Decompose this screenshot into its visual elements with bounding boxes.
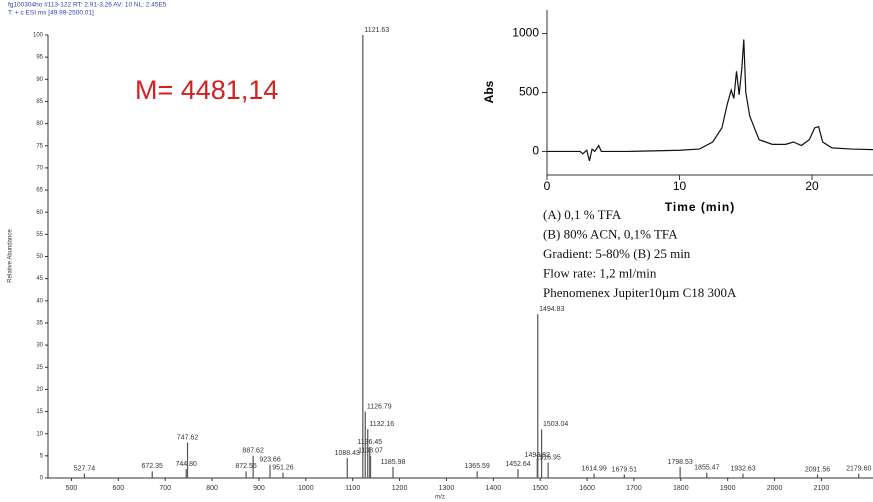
x-tick-label: 1800 bbox=[673, 485, 689, 492]
y-tick-label: 100 bbox=[33, 33, 44, 39]
y-tick-label: 40 bbox=[36, 298, 43, 304]
y-tick-label: 60 bbox=[36, 210, 43, 216]
peak-label: 951.26 bbox=[272, 465, 294, 472]
peak-label: 1679.51 bbox=[612, 466, 637, 473]
y-axis-label: Relative Abundance bbox=[8, 229, 14, 283]
x-tick-label: 1100 bbox=[345, 485, 360, 492]
y-tick-label: 65 bbox=[36, 188, 43, 194]
y-axis-label: Abs bbox=[482, 80, 496, 103]
x-tick-label: 20 bbox=[805, 179, 819, 193]
x-tick-label: 1900 bbox=[720, 485, 736, 492]
x-tick-label: 1000 bbox=[298, 485, 314, 492]
method-note: Gradient: 5-80% (B) 25 min bbox=[543, 246, 691, 261]
x-tick-label: 900 bbox=[253, 485, 265, 492]
y-tick-label: 25 bbox=[36, 365, 43, 371]
y-tick-label: 70 bbox=[36, 165, 43, 171]
y-tick-label: 50 bbox=[36, 254, 43, 260]
y-tick-label: 55 bbox=[36, 232, 43, 238]
y-tick-label: 1000 bbox=[512, 26, 539, 40]
x-tick-label: 1200 bbox=[392, 485, 408, 492]
peak-label: 1365.59 bbox=[465, 463, 490, 470]
y-tick-label: 20 bbox=[36, 387, 43, 393]
method-note: (A) 0,1 % TFA bbox=[543, 207, 622, 222]
peak-label: 2091.56 bbox=[805, 466, 830, 473]
y-tick-label: 45 bbox=[36, 276, 43, 282]
peak-label: 1121.63 bbox=[364, 27, 389, 34]
peak-label: 1614.99 bbox=[581, 465, 606, 472]
y-tick-label: 80 bbox=[36, 121, 43, 127]
peak-label: 672.35 bbox=[142, 463, 164, 470]
x-tick-label: 2100 bbox=[814, 485, 830, 492]
y-tick-label: 90 bbox=[36, 77, 43, 83]
x-tick-label: 10 bbox=[673, 179, 687, 193]
peak-label: 1932.63 bbox=[730, 465, 755, 472]
x-tick-label: 800 bbox=[206, 485, 218, 492]
y-tick-label: 30 bbox=[36, 343, 43, 349]
peak-label: 1126.79 bbox=[367, 403, 392, 410]
peak-label: 1138.07 bbox=[358, 448, 383, 455]
x-tick-label: 1300 bbox=[439, 485, 455, 492]
y-tick-label: 95 bbox=[36, 55, 43, 61]
y-tick-label: 5 bbox=[40, 453, 44, 459]
x-tick-label: 600 bbox=[112, 485, 124, 492]
peak-label: 1494.83 bbox=[539, 306, 564, 313]
peak-label: 887.62 bbox=[242, 448, 264, 455]
x-tick-label: 500 bbox=[66, 485, 78, 492]
peak-label: 1503.04 bbox=[543, 421, 568, 428]
x-axis-label: m/z bbox=[435, 495, 445, 501]
method-note: Phenomenex Jupiter10µm C18 300A bbox=[543, 285, 737, 300]
y-tick-label: 75 bbox=[36, 143, 43, 149]
peak-label: 872.55 bbox=[235, 463, 257, 470]
peak-label: 1855.47 bbox=[694, 465, 719, 472]
y-tick-label: 0 bbox=[40, 476, 44, 482]
method-note: (B) 80% ACN, 0,1% TFA bbox=[543, 226, 678, 241]
peak-label: 1136.45 bbox=[357, 439, 382, 446]
x-tick-label: 1600 bbox=[579, 485, 595, 492]
header-line: fg100304ho #113-122 RT: 2.91-3.26 AV: 10… bbox=[8, 2, 167, 9]
mass-annotation: M= 4481,14 bbox=[135, 75, 278, 105]
y-tick-label: 15 bbox=[36, 409, 43, 415]
y-tick-label: 10 bbox=[36, 431, 43, 437]
peak-label: 1088.43 bbox=[335, 450, 360, 457]
y-tick-label: 0 bbox=[532, 144, 539, 158]
x-tick-label: 1400 bbox=[486, 485, 502, 492]
peak-label: 527.74 bbox=[74, 465, 96, 472]
x-tick-label: 2000 bbox=[767, 485, 783, 492]
peak-label: 1516.95 bbox=[535, 454, 560, 461]
peak-label: 1798.53 bbox=[667, 459, 692, 466]
peak-label: 747.62 bbox=[177, 434, 199, 441]
y-tick-label: 500 bbox=[519, 85, 539, 99]
peak-label: 1185.98 bbox=[381, 459, 406, 466]
peak-label: 923.66 bbox=[259, 457, 281, 464]
x-tick-label: 700 bbox=[159, 485, 171, 492]
x-tick-label: 1500 bbox=[532, 485, 548, 492]
y-tick-label: 35 bbox=[36, 321, 43, 327]
peak-label: 744.80 bbox=[175, 461, 197, 468]
chromatogram-line bbox=[547, 39, 873, 162]
x-axis-label: Time (min) bbox=[665, 200, 735, 214]
y-tick-label: 85 bbox=[36, 99, 43, 105]
peak-label: 1452.64 bbox=[505, 461, 530, 468]
x-tick-label: 1700 bbox=[626, 485, 642, 492]
header-line: T: + c ESI ms [49.99-2500.01] bbox=[8, 10, 94, 17]
method-note: Flow rate: 1,2 ml/min bbox=[543, 265, 657, 280]
peak-label: 2179.60 bbox=[846, 465, 871, 472]
x-tick-label: 0 bbox=[544, 179, 551, 193]
peak-label: 1132.16 bbox=[369, 421, 394, 428]
